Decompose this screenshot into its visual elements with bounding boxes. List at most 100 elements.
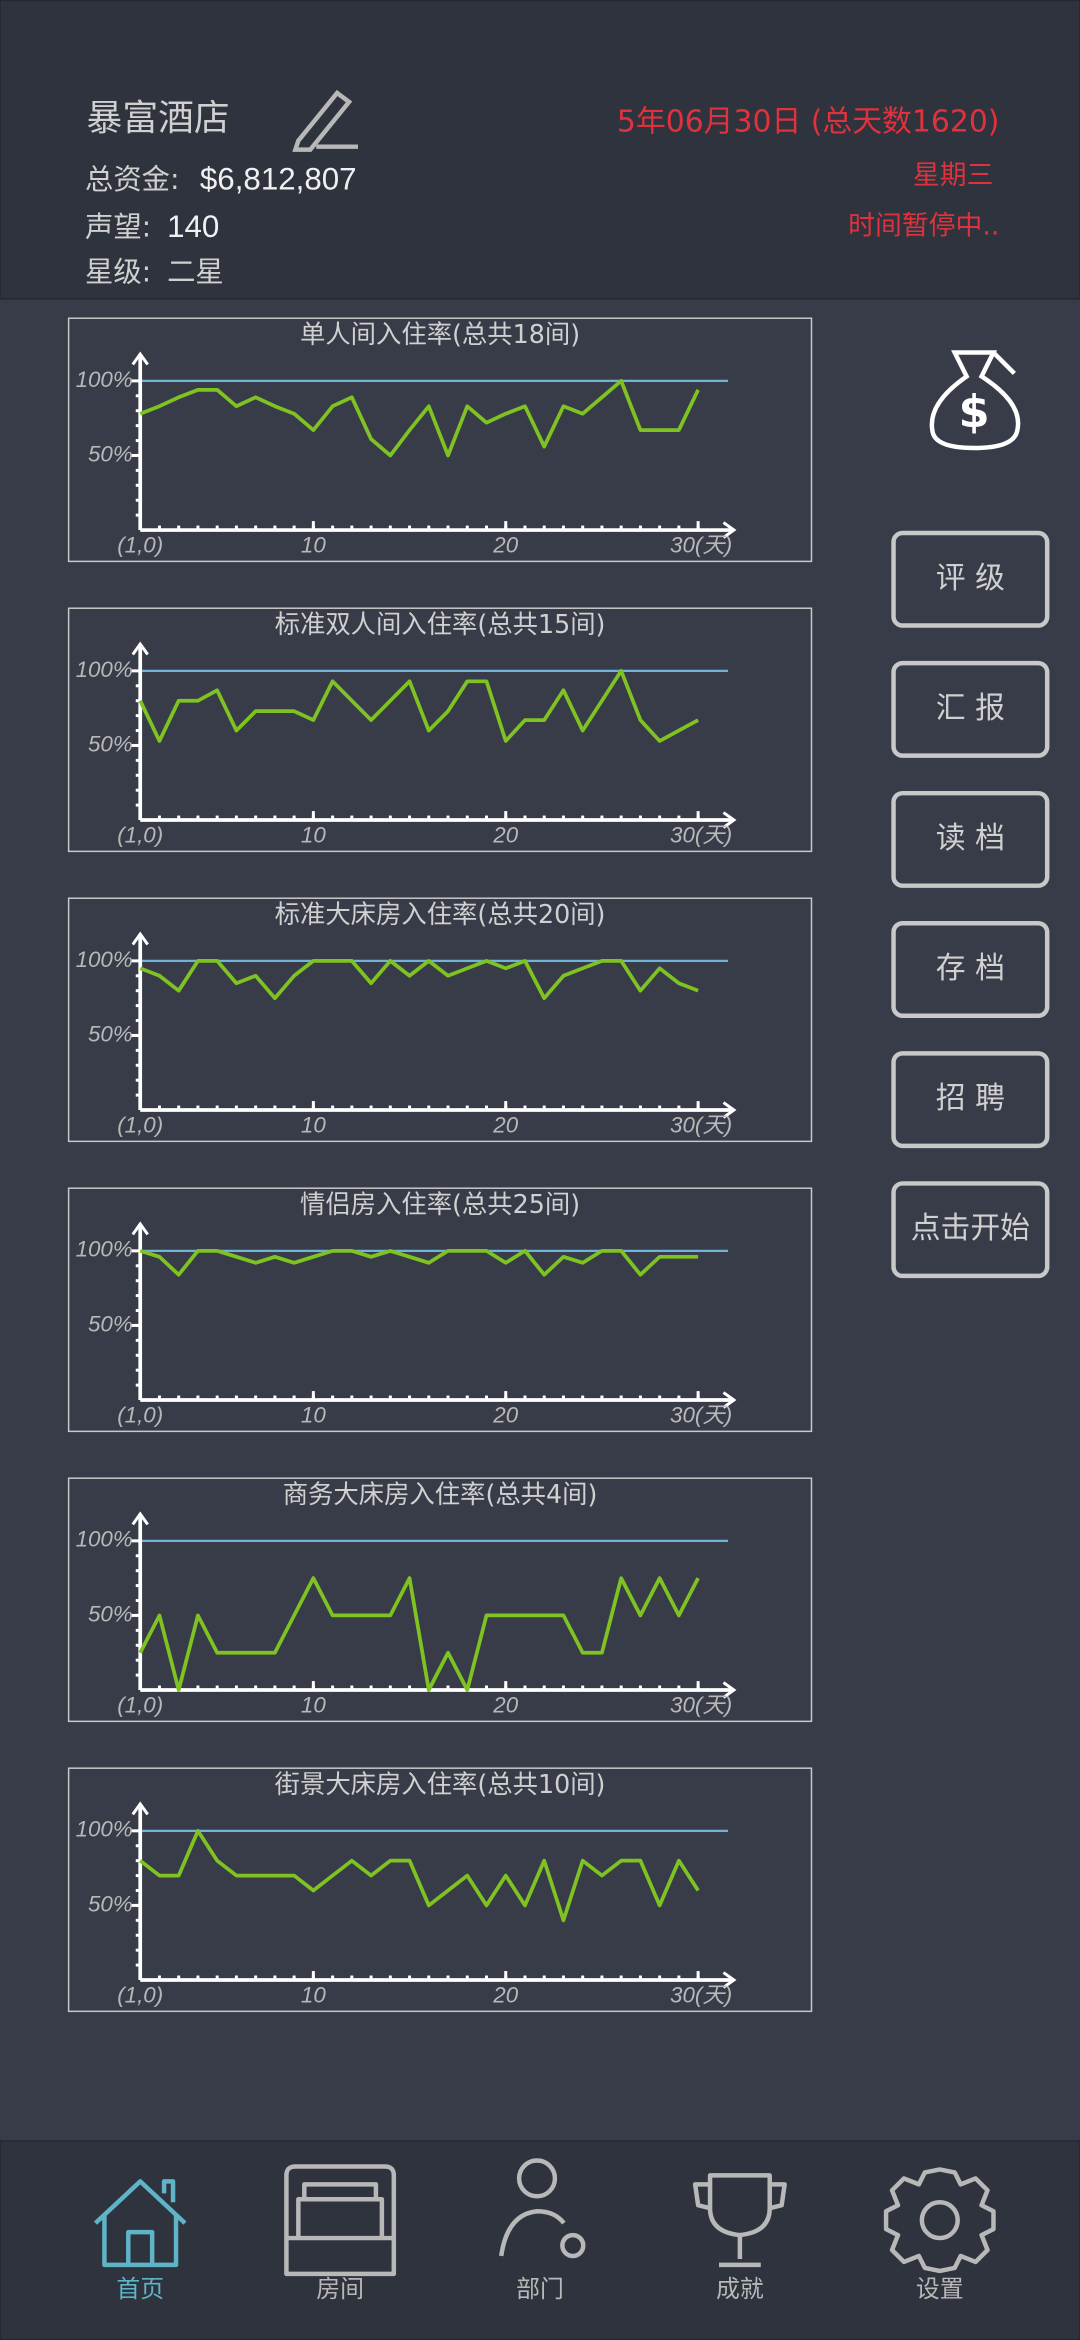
money-bag-icon[interactable]: $	[929, 350, 1021, 451]
funds-label: 总资金:	[85, 163, 180, 196]
x-tick-label: 10	[301, 822, 326, 847]
x-axis-arrow	[722, 1681, 737, 1699]
y-axis-arrow	[131, 1221, 149, 1236]
nav-label: 房间	[316, 2275, 364, 2303]
x-tick-label: 30(天)	[670, 822, 732, 847]
x-tick-label: 30(天)	[670, 1982, 732, 2007]
x-axis-arrow	[722, 1391, 737, 1409]
y-tick-label: 50%	[88, 1891, 133, 1916]
chart-frame	[67, 1767, 813, 2013]
x-tick-label: 20	[492, 532, 518, 557]
x-tick-label: 30(天)	[670, 1692, 732, 1717]
menu-button[interactable]: 招 聘	[891, 1051, 1050, 1149]
button-frame	[891, 790, 1050, 888]
x-tick-label: 20	[492, 1402, 518, 1427]
x-tick-label: 10	[301, 1112, 326, 1137]
x-tick-label: 30(天)	[670, 1112, 732, 1137]
date: 5年06月30日 (总天数1620)	[617, 104, 1000, 139]
y-axis-arrow	[131, 641, 149, 656]
x-tick-label: (1,0)	[117, 532, 163, 557]
chart-title: 街景大床房入住率(总共10间)	[275, 1769, 606, 1799]
x-tick-label: 30(天)	[670, 532, 732, 557]
x-tick-label: 10	[301, 1982, 326, 2007]
menu-button[interactable]: 汇 报	[891, 660, 1050, 758]
y-tick-label: 50%	[88, 1021, 133, 1046]
button-frame	[891, 921, 1050, 1018]
occupancy-line	[139, 379, 700, 458]
weekday: 星期三	[913, 160, 994, 191]
x-axis-arrow	[722, 521, 737, 539]
star: 二星	[167, 255, 224, 288]
button-frame	[891, 1051, 1050, 1149]
y-axis-arrow	[131, 351, 149, 366]
hotel-name: 暴富酒店	[87, 98, 230, 139]
menu-button[interactable]: 读 档	[891, 790, 1050, 888]
x-axis-arrow	[722, 811, 737, 829]
x-tick-label: 10	[301, 532, 326, 557]
nav-icon	[692, 2173, 787, 2268]
x-tick-label: (1,0)	[117, 1402, 163, 1427]
funds: $6,812,807	[200, 161, 357, 196]
x-tick-label: 20	[492, 1692, 518, 1717]
occupancy-line	[139, 1248, 699, 1277]
button-frame	[891, 660, 1050, 758]
y-axis-arrow	[131, 1511, 149, 1526]
bottom-nav	[0, 2140, 1080, 2340]
nav-item[interactable]: 首页	[93, 2179, 187, 2303]
chart-title: 情侣房入住率(总共25间)	[300, 1189, 580, 1219]
occupancy-line	[139, 958, 699, 1001]
button-label: 汇 报	[936, 691, 1005, 726]
chart-title: 单人间入住率(总共18间)	[300, 319, 580, 349]
nav-icon	[883, 2167, 996, 2274]
nav-item[interactable]: 部门	[499, 2158, 586, 2303]
button-label: 评 级	[936, 561, 1005, 596]
x-tick-label: 20	[492, 1982, 518, 2007]
x-tick-label: (1,0)	[117, 1982, 163, 2007]
button-label: 存 档	[936, 951, 1005, 986]
chart-frame	[67, 317, 813, 563]
y-axis-arrow	[131, 1801, 149, 1816]
nav-item[interactable]: 房间	[284, 2164, 397, 2303]
star-label: 星级:	[85, 255, 151, 288]
chart-frame	[67, 897, 813, 1143]
button-label: 读 档	[936, 821, 1005, 856]
button-label: 点击开始	[911, 1211, 1030, 1246]
y-tick-label: 50%	[88, 441, 133, 466]
y-tick-label: 50%	[88, 1311, 133, 1336]
x-tick-label: 20	[492, 822, 518, 847]
nav-label: 部门	[516, 2275, 564, 2303]
header-panel	[0, 0, 1080, 300]
button-label: 招 聘	[936, 1081, 1005, 1116]
x-tick-label: 30(天)	[670, 1402, 732, 1427]
nav-label: 首页	[116, 2275, 164, 2303]
occupancy-line	[139, 1828, 700, 1923]
x-axis-arrow	[722, 1101, 737, 1119]
nav-label: 设置	[916, 2275, 964, 2303]
button-frame	[891, 530, 1050, 628]
y-tick-label: 100%	[76, 367, 133, 392]
reputation: 140	[167, 209, 219, 244]
nav-icon	[284, 2164, 397, 2277]
menu-button[interactable]: 点击开始	[891, 1181, 1050, 1279]
nav-label: 成就	[716, 2275, 764, 2303]
edit-icon[interactable]	[292, 89, 359, 152]
menu-button[interactable]: 评 级	[891, 530, 1050, 628]
x-tick-label: 10	[301, 1402, 326, 1427]
nav-item[interactable]: 设置	[883, 2167, 996, 2303]
x-tick-label: (1,0)	[117, 1112, 163, 1137]
occupancy-line	[138, 669, 700, 743]
y-tick-label: 50%	[88, 1601, 133, 1626]
chart-frame	[67, 1477, 813, 1723]
chart-title: 标准双人间入住率(总共15间)	[275, 609, 606, 639]
x-tick-label: 20	[492, 1112, 518, 1137]
chart-frame	[67, 1187, 813, 1433]
nav-item[interactable]: 成就	[692, 2173, 787, 2303]
y-tick-label: 100%	[76, 1527, 133, 1552]
y-tick-label: 50%	[88, 731, 133, 756]
menu-button[interactable]: 存 档	[891, 921, 1050, 1018]
x-axis-arrow	[722, 1971, 737, 1989]
y-axis-arrow	[131, 931, 149, 946]
x-tick-label: 10	[301, 1692, 326, 1717]
